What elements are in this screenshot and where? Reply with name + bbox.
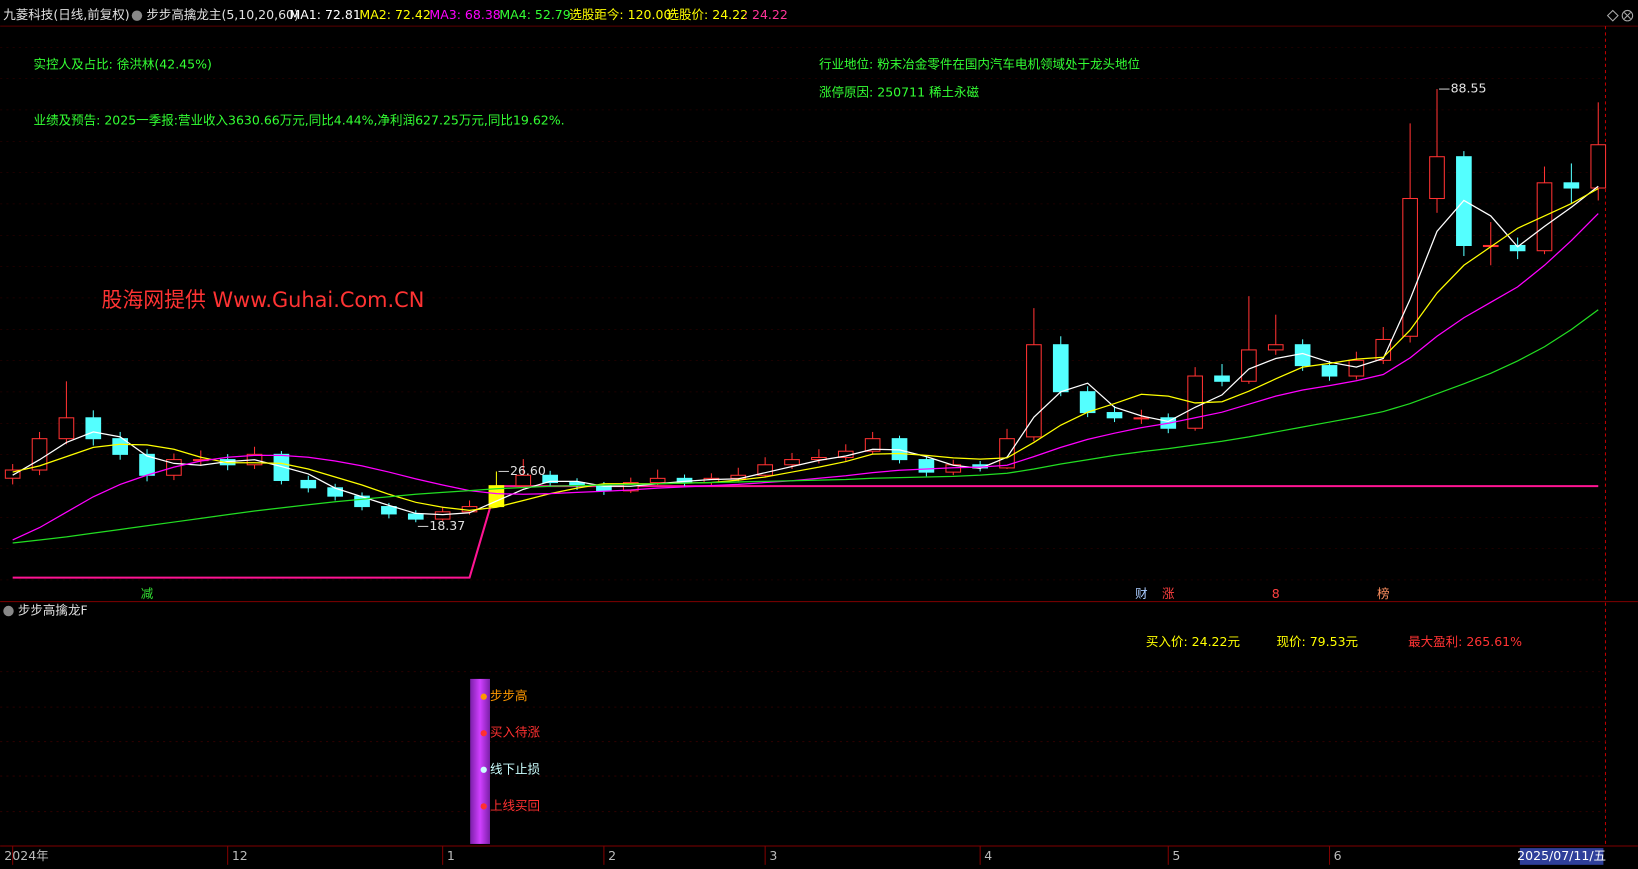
candle-body [1214,375,1230,382]
candle-body [1402,197,1418,337]
ma-line [12,188,1599,511]
panel-title: 步步高擒龙F [18,603,88,618]
candle-body [1348,359,1365,377]
candle-body [649,477,666,484]
ma-line [12,309,1599,544]
holder-info: 实控人及占比: 徐洪林(42.45%) [34,56,212,71]
candle-body [1429,156,1445,200]
candle-body [273,453,290,481]
date-label: 6 [1334,848,1342,863]
ma2-label: MA2: 72.42 [359,7,430,22]
results-info: 业绩及预告: 2025一季报:营业收入3630.66万元,同比4.44%,净利润… [34,113,565,128]
candle-body [1052,344,1069,393]
candle-body [515,474,532,487]
signal-line [12,485,1599,579]
annotation: 26.60 [510,463,546,478]
candle-body [4,469,21,479]
event-marker: 8 [1272,586,1280,601]
candle-body [1321,365,1338,377]
candle-body [542,474,558,484]
date-label: 4 [984,848,992,863]
signal-bar [470,678,490,844]
candle-body [112,438,128,455]
date-box [1519,848,1604,865]
candle-body [381,506,397,515]
legend-label: 线下止损 [490,761,541,776]
annotation: 88.55 [1451,81,1487,96]
ma3-label: MA3: 68.38 [429,7,500,22]
candle-body [757,464,773,476]
pick-price-label: 选股价: 24.22 [667,7,749,22]
buy-price: 买入价: 24.22元 [1146,634,1240,649]
event-marker: 榜 [1377,586,1390,601]
date-label: 12 [232,848,248,863]
candle-body [434,511,451,520]
candle-body [327,487,343,497]
candle-body [1267,344,1284,351]
legend-label: 上线买回 [490,798,540,813]
ma4-label: MA4: 52.79 [499,7,570,22]
candle-body [488,485,505,508]
candle-body [300,479,317,489]
legend-dot [480,730,487,737]
candle-body [58,417,75,440]
candle-body [354,495,370,508]
indicator-name: 步步高擒龙主(5,10,20,60) [146,7,299,22]
candle-body [407,513,424,520]
watermark: 股海网提供 Www.Guhai.Com.CN [101,288,424,312]
ma-line [12,213,1599,541]
legend-label: 买入待涨 [490,725,541,740]
grid-pattern [0,26,1606,601]
legend-dot [480,803,487,810]
candle-body [1106,412,1123,419]
date-label: 2024年 [4,848,48,863]
event-marker: 财 [1135,586,1148,601]
annotation: 18.37 [429,518,465,533]
candle-body [1079,391,1096,414]
collapse-icon[interactable] [3,605,14,617]
event-marker: 减 [141,586,154,601]
candle-body [1509,244,1526,252]
industry-info: 行业地位: 粉末冶金零件在国内汽车电机领域处于龙头地位 [819,56,1140,71]
candle-body [1590,144,1607,189]
pick-value-label: : 24.22 [744,7,788,22]
event-marker: 涨 [1162,586,1175,601]
close-icon-x [1623,12,1631,20]
panel-grid [0,671,1606,813]
candle-body [1563,182,1580,189]
date-label: 3 [769,848,777,863]
ma1-label: MA1: 72.81 [289,7,360,22]
close-icon[interactable] [1621,9,1634,22]
candle-body [85,417,102,440]
candle-body [784,459,800,466]
collapse-icon[interactable] [131,10,143,21]
current-price: 现价: 79.53元 [1276,634,1358,649]
candle-body [1536,182,1553,252]
diamond-icon[interactable] [1606,9,1619,22]
date-label: 2 [608,848,616,863]
legend-dot [480,693,487,700]
legend-dot [480,766,487,773]
stock-name: 九菱科技(日线,前复权) [3,7,129,22]
date-label: 1 [447,848,455,863]
max-profit: 最大盈利: 265.61% [1408,634,1522,649]
limit-up-info: 涨停原因: 250711 稀土永磁 [819,84,980,99]
days-label: 选股距今: 120.00 [569,7,671,22]
date-label: 5 [1172,848,1180,863]
candle-body [918,459,935,473]
candle-body [1241,349,1257,382]
date-label: 2025/07/11/五 [1517,848,1606,863]
candle-body [864,438,881,452]
candle-body [1026,344,1042,438]
candle-body [1133,417,1150,420]
legend-label: 步步高 [490,688,528,703]
